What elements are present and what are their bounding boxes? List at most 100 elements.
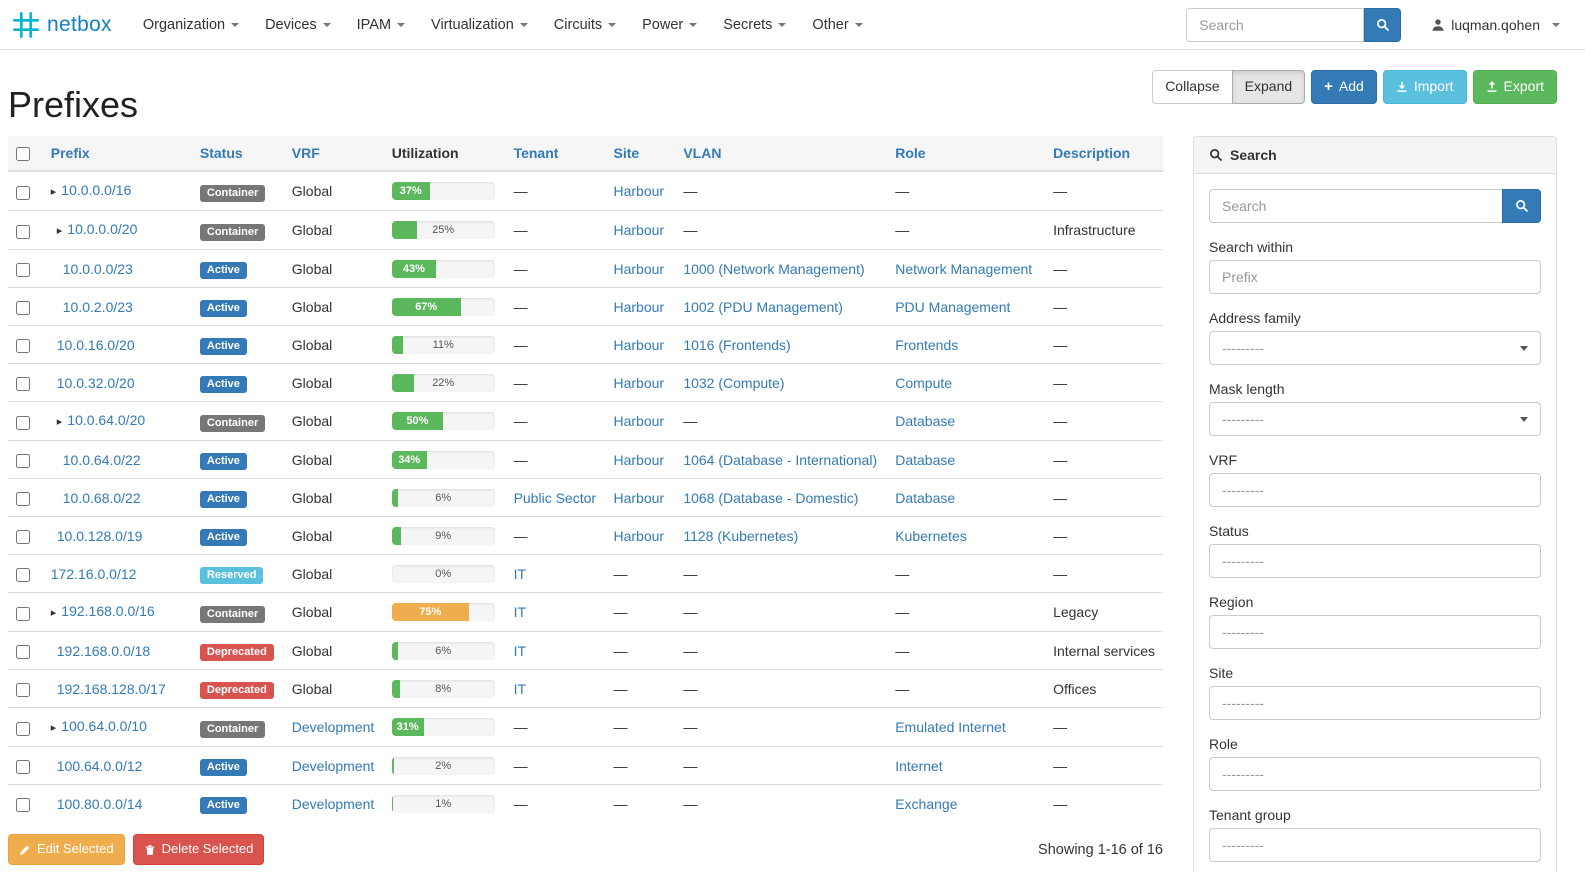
- user-menu[interactable]: luqman.qohen: [1431, 17, 1560, 33]
- role-link[interactable]: Database: [895, 451, 956, 468]
- column-header-vrf[interactable]: VRF: [291, 145, 320, 162]
- filter-search-input[interactable]: [1209, 189, 1502, 223]
- vrf-link[interactable]: Development: [291, 795, 375, 812]
- expand-caret-icon[interactable]: ▸: [56, 225, 63, 238]
- column-header-site[interactable]: Site: [613, 145, 640, 162]
- row-checkbox[interactable]: [16, 339, 30, 354]
- role-link[interactable]: PDU Management: [895, 298, 1011, 315]
- role-link[interactable]: Kubernetes: [895, 527, 967, 544]
- role-link[interactable]: Database: [895, 413, 956, 430]
- prefix-link[interactable]: 10.0.64.0/20: [67, 412, 146, 429]
- site-link[interactable]: Harbour: [613, 451, 665, 468]
- row-checkbox[interactable]: [16, 263, 30, 278]
- column-header-prefix[interactable]: Prefix: [50, 145, 90, 162]
- edit-selected-button[interactable]: Edit Selected: [8, 834, 125, 865]
- filter-input-region[interactable]: [1209, 615, 1541, 649]
- site-link[interactable]: Harbour: [613, 183, 665, 200]
- column-header-tenant[interactable]: Tenant: [513, 145, 559, 162]
- delete-selected-button[interactable]: Delete Selected: [132, 834, 265, 865]
- vrf-link[interactable]: Development: [291, 719, 375, 736]
- prefix-link[interactable]: 100.80.0.0/14: [56, 795, 143, 812]
- column-header-role[interactable]: Role: [895, 145, 926, 162]
- prefix-link[interactable]: 10.0.0.0/16: [61, 182, 132, 199]
- expand-caret-icon[interactable]: ▸: [50, 607, 57, 620]
- row-checkbox[interactable]: [16, 530, 30, 545]
- nav-menu-power[interactable]: Power: [629, 1, 710, 49]
- row-checkbox[interactable]: [16, 492, 30, 507]
- expand-button[interactable]: Expand: [1231, 70, 1306, 104]
- import-button[interactable]: Import: [1382, 70, 1467, 104]
- prefix-link[interactable]: 192.168.0.0/18: [56, 642, 151, 659]
- column-header-vlan[interactable]: VLAN: [683, 145, 722, 162]
- nav-menu-devices[interactable]: Devices: [252, 1, 344, 49]
- row-checkbox[interactable]: [16, 301, 30, 316]
- vlan-link[interactable]: 1064 (Database - International): [683, 451, 878, 468]
- row-checkbox[interactable]: [16, 377, 30, 392]
- nav-menu-circuits[interactable]: Circuits: [541, 1, 629, 49]
- site-link[interactable]: Harbour: [613, 222, 665, 239]
- row-checkbox[interactable]: [16, 606, 30, 621]
- site-link[interactable]: Harbour: [613, 260, 665, 277]
- netbox-logo[interactable]: netbox: [12, 11, 112, 39]
- role-link[interactable]: Compute: [895, 374, 953, 391]
- row-checkbox[interactable]: [16, 721, 30, 736]
- row-checkbox[interactable]: [16, 185, 30, 200]
- row-checkbox[interactable]: [16, 415, 30, 430]
- tenant-link[interactable]: Public Sector: [513, 489, 597, 506]
- role-link[interactable]: Database: [895, 489, 956, 506]
- role-link[interactable]: Exchange: [895, 795, 958, 812]
- vlan-link[interactable]: 1032 (Compute): [683, 374, 785, 391]
- expand-caret-icon[interactable]: ▸: [50, 722, 57, 735]
- row-checkbox[interactable]: [16, 224, 30, 239]
- site-link[interactable]: Harbour: [613, 374, 665, 391]
- add-button[interactable]: + Add: [1311, 70, 1377, 104]
- filter-input-search-within[interactable]: [1209, 260, 1541, 294]
- tenant-link[interactable]: IT: [513, 642, 527, 659]
- prefix-link[interactable]: 192.168.0.0/16: [61, 603, 155, 620]
- prefix-link[interactable]: 10.0.0.0/20: [67, 221, 138, 238]
- vlan-link[interactable]: 1000 (Network Management): [683, 260, 865, 277]
- prefix-link[interactable]: 100.64.0.0/10: [61, 718, 147, 735]
- column-header-description[interactable]: Description: [1053, 145, 1131, 162]
- role-link[interactable]: Frontends: [895, 336, 959, 353]
- tenant-link[interactable]: IT: [513, 680, 527, 697]
- prefix-link[interactable]: 10.0.32.0/20: [56, 374, 135, 391]
- site-link[interactable]: Harbour: [613, 336, 665, 353]
- site-link[interactable]: Harbour: [613, 298, 665, 315]
- prefix-link[interactable]: 10.0.128.0/19: [56, 527, 143, 544]
- navbar-search-input[interactable]: [1186, 7, 1365, 42]
- role-link[interactable]: Network Management: [895, 260, 1033, 277]
- row-checkbox[interactable]: [16, 798, 30, 813]
- nav-menu-ipam[interactable]: IPAM: [344, 1, 418, 49]
- vlan-link[interactable]: 1068 (Database - Domestic): [683, 489, 859, 506]
- prefix-link[interactable]: 10.0.16.0/20: [56, 336, 135, 353]
- filter-select-address-family[interactable]: ---------: [1209, 331, 1541, 365]
- expand-caret-icon[interactable]: ▸: [50, 186, 57, 199]
- column-header-status[interactable]: Status: [199, 145, 243, 162]
- nav-menu-organization[interactable]: Organization: [130, 1, 252, 49]
- nav-menu-secrets[interactable]: Secrets: [710, 1, 799, 49]
- role-link[interactable]: Internet: [895, 757, 943, 774]
- filter-input-site[interactable]: [1209, 686, 1541, 720]
- vlan-link[interactable]: 1002 (PDU Management): [683, 298, 843, 315]
- row-checkbox[interactable]: [16, 683, 30, 698]
- prefix-link[interactable]: 10.0.2.0/23: [62, 298, 133, 315]
- filter-input-tenant-group[interactable]: [1209, 828, 1541, 862]
- expand-caret-icon[interactable]: ▸: [56, 416, 63, 429]
- vlan-link[interactable]: 1128 (Kubernetes): [683, 527, 799, 544]
- nav-menu-other[interactable]: Other: [799, 1, 875, 49]
- filter-input-role[interactable]: [1209, 757, 1541, 791]
- row-checkbox[interactable]: [16, 645, 30, 660]
- filter-search-button[interactable]: [1502, 189, 1541, 223]
- tenant-link[interactable]: IT: [513, 565, 527, 582]
- filter-input-status[interactable]: [1209, 544, 1541, 578]
- filter-input-vrf[interactable]: [1209, 473, 1541, 507]
- site-link[interactable]: Harbour: [613, 489, 665, 506]
- row-checkbox[interactable]: [16, 760, 30, 775]
- export-button[interactable]: Export: [1472, 70, 1557, 104]
- filter-select-mask-length[interactable]: ---------: [1209, 402, 1541, 436]
- prefix-link[interactable]: 172.16.0.0/12: [50, 565, 137, 582]
- prefix-link[interactable]: 10.0.0.0/23: [62, 260, 133, 277]
- row-checkbox[interactable]: [16, 454, 30, 469]
- row-checkbox[interactable]: [16, 568, 30, 583]
